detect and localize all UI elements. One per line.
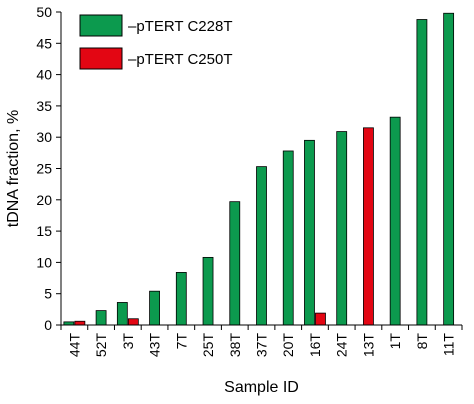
bar-c228t <box>389 116 401 326</box>
bar-c228t <box>95 310 107 326</box>
y-axis-title: tDNA fraction, % <box>5 110 22 227</box>
y-tick-label: 30 <box>36 129 52 145</box>
legend-label: –pTERT C228T <box>128 18 233 35</box>
bar-c228t <box>282 150 294 326</box>
x-tick-label: 20T <box>280 333 296 358</box>
legend-swatch <box>79 14 123 37</box>
x-tick-label: 37T <box>254 333 270 358</box>
bar-c250t <box>363 127 374 326</box>
bar-c228t <box>336 131 348 326</box>
y-tick-label: 5 <box>44 286 52 302</box>
x-tick-label: 3T <box>120 333 136 350</box>
bar-c228t <box>443 12 455 326</box>
legend-swatch <box>79 47 123 70</box>
x-tick-label: 25T <box>200 333 216 358</box>
x-tick-label: 1T <box>387 333 403 350</box>
y-axis-ticks: 0 5 10 15 20 25 30 35 40 45 50 <box>36 4 61 333</box>
bar-c228t <box>149 290 160 326</box>
bar-c250t <box>315 312 326 326</box>
bar-c228t <box>175 272 187 326</box>
plot-area <box>63 12 455 326</box>
x-tick-label: 43T <box>147 333 163 358</box>
x-tick-label: 13T <box>360 333 376 358</box>
y-tick-label: 20 <box>36 192 52 208</box>
bar-c250t <box>127 318 139 326</box>
y-tick-label: 10 <box>36 254 52 270</box>
x-tick-label: 7T <box>173 333 189 350</box>
bar-c228t <box>229 201 241 326</box>
bar-c228t <box>304 139 315 326</box>
x-tick-label: 24T <box>334 333 350 358</box>
x-axis-ticks: 44T 52T 3T 43T 7T 25T 38T 37T 20T 16T 24T 13T 1T 8T 11… <box>60 325 463 358</box>
legend-label: –pTERT C250T <box>128 51 233 68</box>
bar-c228t <box>416 19 428 326</box>
y-tick-label: 35 <box>36 98 52 114</box>
y-tick-label: 40 <box>36 67 52 83</box>
y-tick-label: 0 <box>44 317 52 333</box>
bar-c250t <box>74 320 86 326</box>
x-tick-label: 16T <box>307 333 323 358</box>
legend: –pTERT C228T –pTERT C250T <box>79 14 233 70</box>
y-tick-label: 25 <box>36 161 52 177</box>
bar-c228t <box>116 302 128 326</box>
x-tick-label: 52T <box>93 333 109 358</box>
x-tick-label: 11T <box>441 333 457 357</box>
x-tick-label: 44T <box>66 333 82 358</box>
x-tick-label: 8T <box>414 333 430 350</box>
bar-c228t <box>256 166 267 326</box>
y-tick-label: 45 <box>36 35 52 51</box>
y-tick-label: 15 <box>36 223 52 239</box>
x-axis-title: Sample ID <box>224 379 299 396</box>
x-tick-label: 38T <box>227 333 243 358</box>
y-tick-label: 50 <box>36 4 52 20</box>
bar-c228t <box>202 256 214 326</box>
